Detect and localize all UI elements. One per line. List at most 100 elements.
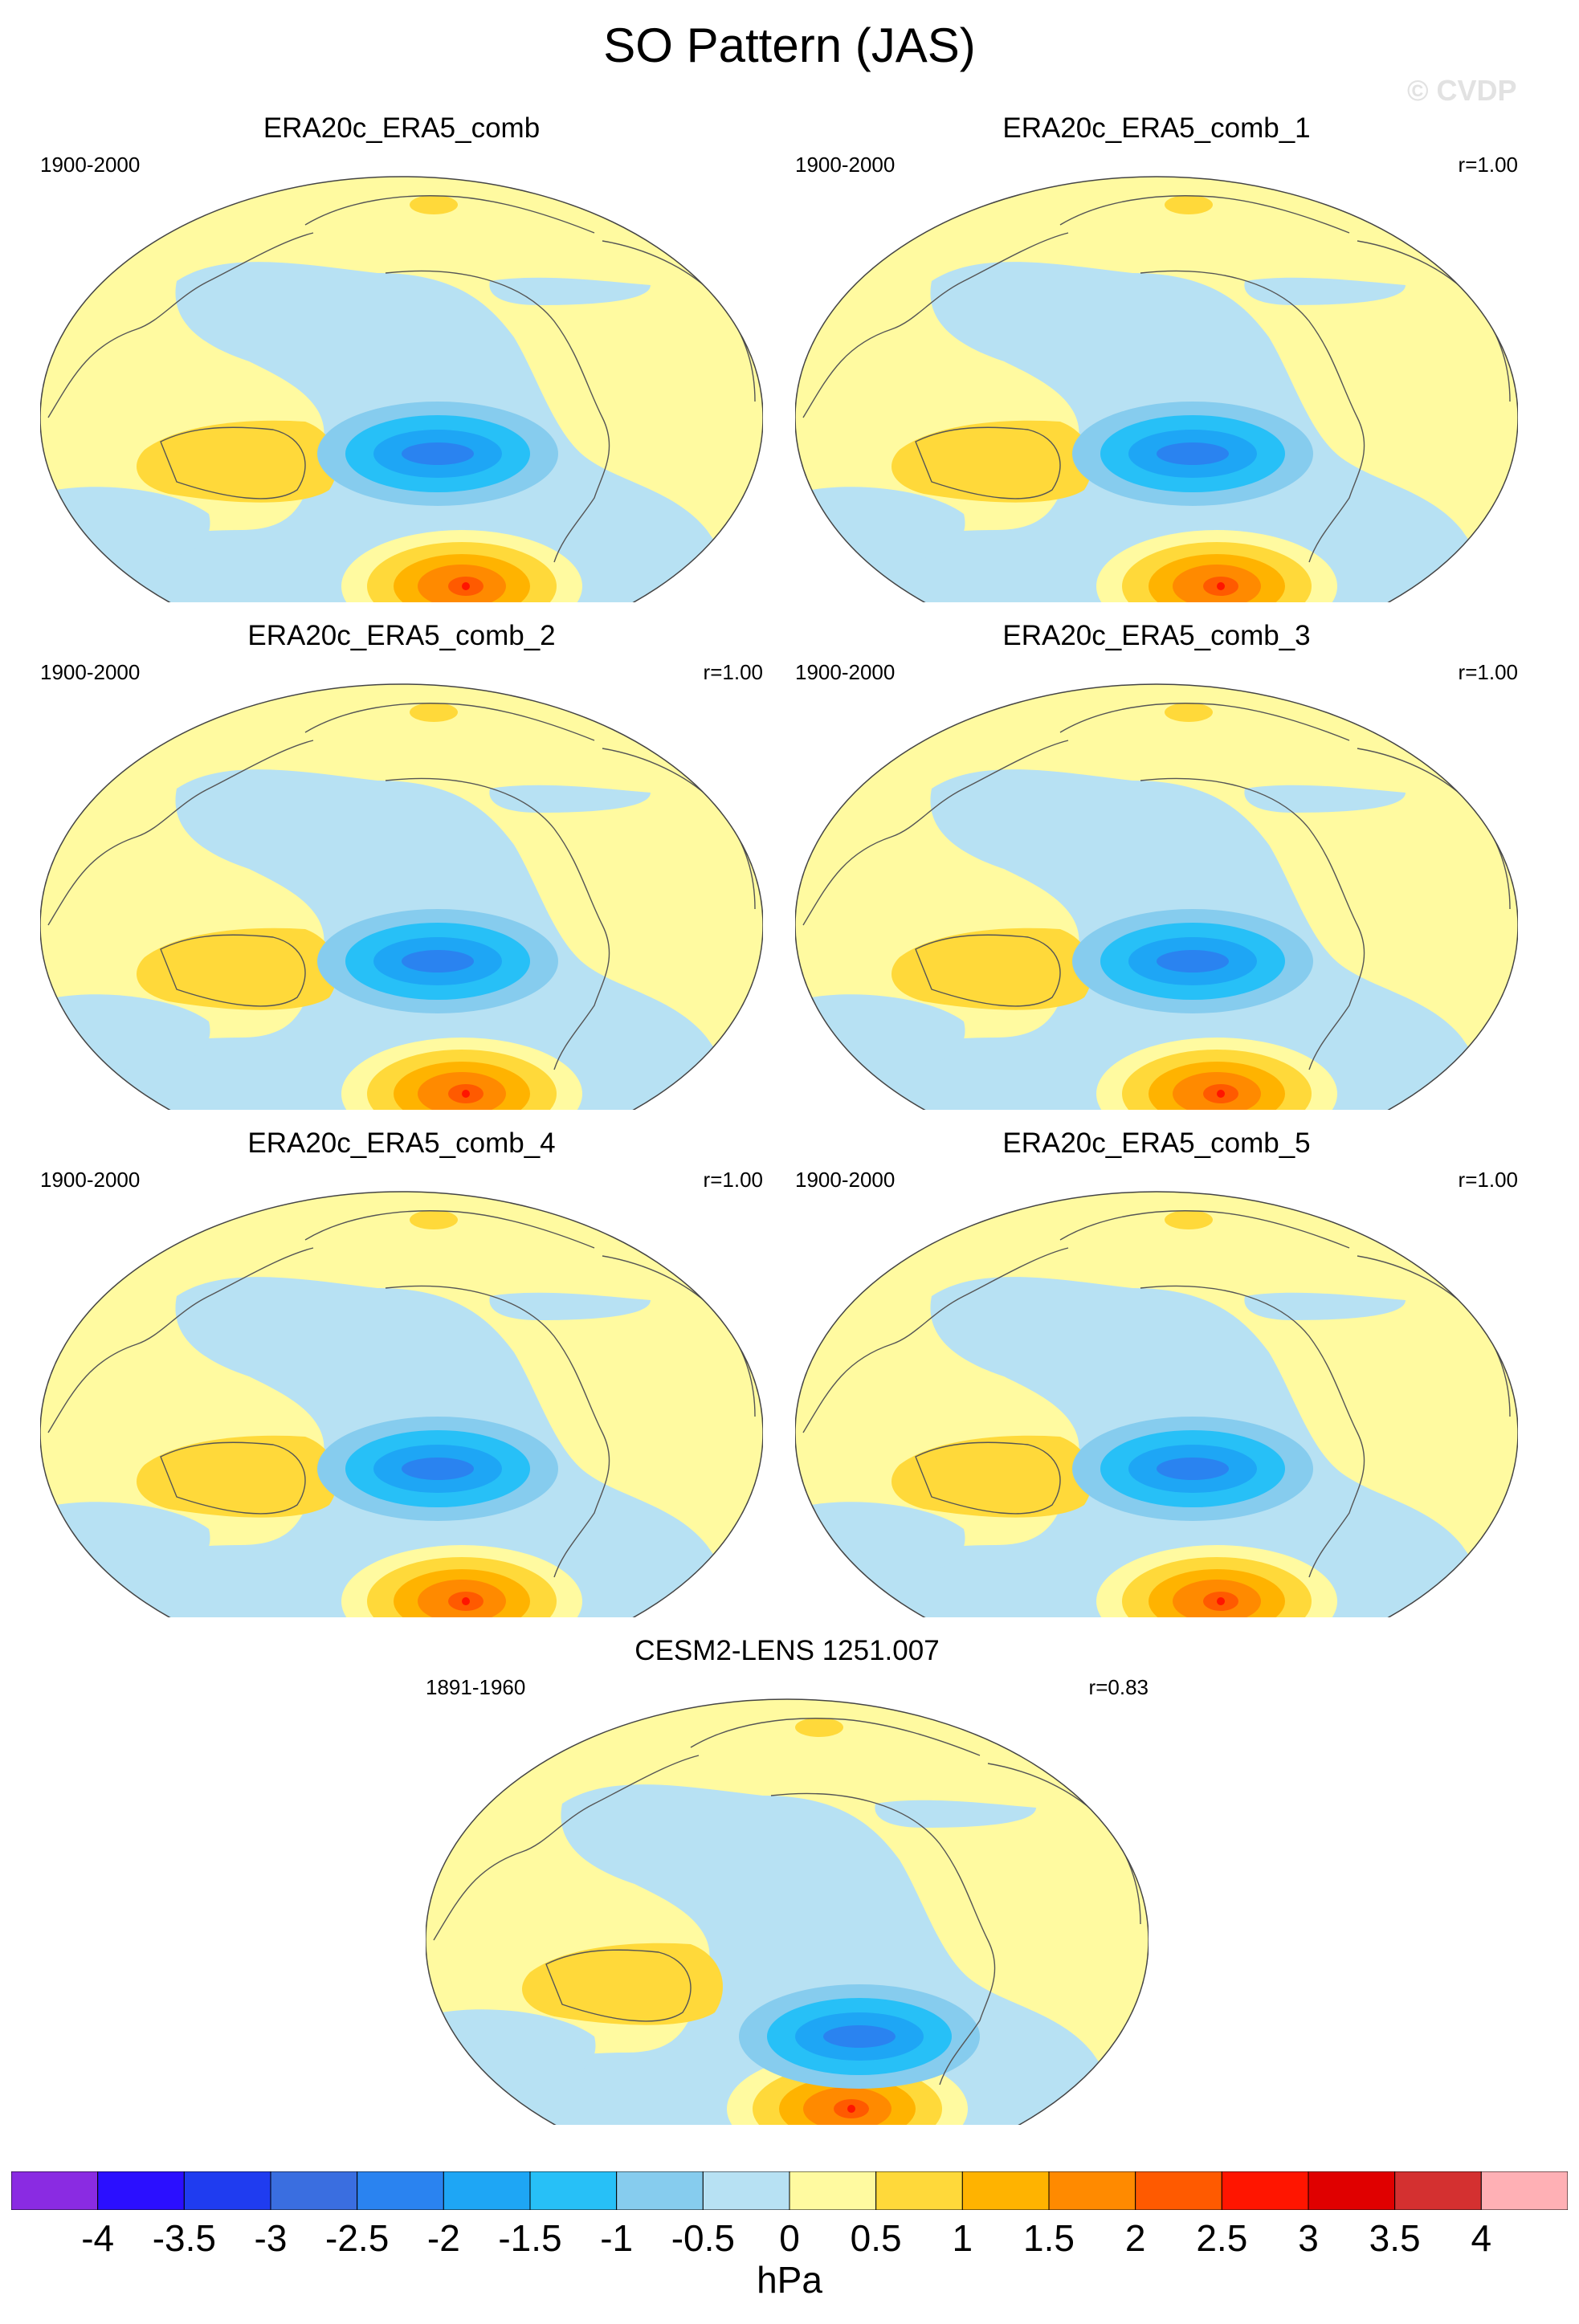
colorbar-swatch <box>1308 2171 1396 2210</box>
positive-anomaly-south-max <box>847 2105 855 2113</box>
coastline-arctic <box>690 1718 981 1756</box>
positive-anomaly-arctic <box>410 195 458 214</box>
positive-anomaly-south-max <box>462 1090 470 1098</box>
panel-period: 1900-2000 <box>40 153 141 177</box>
globe-outline <box>795 176 1518 602</box>
coastline-asia <box>47 740 314 926</box>
colorbar-tick-label: -1 <box>600 2217 634 2259</box>
colorbar-swatch <box>97 2171 185 2210</box>
colorbar-swatch <box>1394 2171 1482 2210</box>
panel-correlation: r=1.00 <box>1458 1168 1518 1192</box>
colorbar-tick-label: 1 <box>952 2217 973 2259</box>
colorbar-swatch <box>1135 2171 1222 2210</box>
colorbar-swatch <box>1480 2171 1568 2210</box>
coastline-asia <box>802 232 1069 418</box>
negative-anomaly-indian-ocean <box>811 487 965 562</box>
coastline-australia <box>545 1949 692 2022</box>
colorbar-swatch <box>443 2171 531 2210</box>
colorbar-swatch <box>11 2171 99 2210</box>
panel-title: ERA20c_ERA5_comb_2 <box>247 620 556 651</box>
positive-anomaly-australia <box>137 928 337 1010</box>
colorbar-tick-label: -2 <box>426 2217 460 2259</box>
coastline-arctic <box>304 703 595 741</box>
colorbar-tick-label: 2.5 <box>1196 2217 1248 2259</box>
map-panel: ERA20c_ERA5_comb_3 1900-2000 r=1.00 <box>795 620 1518 1110</box>
colorbar-tick-label: -4 <box>81 2217 115 2259</box>
positive-anomaly-australia <box>892 1435 1092 1518</box>
slp-pattern-map <box>795 1191 1518 1617</box>
positive-anomaly-arctic <box>1165 703 1213 722</box>
coastline-asia <box>47 232 314 418</box>
coastline-asia <box>802 1247 1069 1433</box>
panel-period: 1900-2000 <box>795 1168 896 1192</box>
negative-anomaly-indian-ocean <box>56 487 210 562</box>
colorbar-tick-label: 4 <box>1471 2217 1492 2259</box>
negative-anomaly-indian-ocean <box>56 994 210 1070</box>
positive-anomaly-south-max <box>462 582 470 590</box>
coastline-arctic <box>1059 195 1350 234</box>
coastline-asia <box>47 1247 314 1433</box>
coastline-arctic <box>1059 703 1350 741</box>
slp-pattern-map <box>40 176 763 602</box>
positive-anomaly-south-max <box>1217 1090 1225 1098</box>
positive-anomaly-australia <box>892 420 1092 503</box>
coastline-americas <box>1140 777 1365 1070</box>
negative-anomaly-center-2 <box>1157 1458 1229 1480</box>
slp-pattern-map <box>40 683 763 1110</box>
globe-outline <box>795 1191 1518 1617</box>
positive-anomaly-south-max <box>1217 1597 1225 1605</box>
colorbar-swatch <box>529 2171 618 2210</box>
colorbar-swatch <box>789 2171 877 2210</box>
positive-anomaly-arctic <box>410 1210 458 1229</box>
map-panel: ERA20c_ERA5_comb_2 1900-2000 r=1.00 <box>40 620 763 1110</box>
globe-outline <box>40 176 763 602</box>
coastline-americas <box>1140 1285 1365 1578</box>
negative-anomaly-center-2 <box>402 950 474 972</box>
positive-anomaly-arctic <box>410 703 458 722</box>
slp-pattern-map <box>40 1191 763 1617</box>
panel-title: ERA20c_ERA5_comb_1 <box>1002 112 1311 144</box>
coastline-australia <box>160 1441 306 1515</box>
map-panel: ERA20c_ERA5_comb_5 1900-2000 r=1.00 <box>795 1127 1518 1617</box>
colorbar-swatch <box>961 2171 1050 2210</box>
negative-anomaly-center-2 <box>1157 950 1229 972</box>
negative-anomaly-center-2 <box>1157 442 1229 465</box>
colorbar-swatch <box>875 2171 963 2210</box>
coastline-australia <box>160 934 306 1007</box>
panel-correlation: r=1.00 <box>703 660 763 684</box>
positive-anomaly-australia <box>137 420 337 503</box>
colorbar-swatch <box>702 2171 790 2210</box>
coastline-asia <box>802 740 1069 926</box>
coastline-australia <box>915 934 1061 1007</box>
positive-anomaly-south-max <box>462 1597 470 1605</box>
colorbar-tick-label: -3.5 <box>152 2217 216 2259</box>
negative-anomaly-indian-ocean <box>811 1502 965 1577</box>
positive-anomaly-australia <box>137 1435 337 1518</box>
colorbar-swatch <box>183 2171 271 2210</box>
coastline-arctic <box>1059 1210 1350 1249</box>
colorbar-swatch <box>616 2171 704 2210</box>
map-panel: ERA20c_ERA5_comb_1 1900-2000 r=1.00 <box>795 112 1518 602</box>
panel-correlation: r=1.00 <box>703 1168 763 1192</box>
panel-title: CESM2-LENS 1251.007 <box>634 1635 940 1666</box>
globe-outline <box>40 1191 763 1617</box>
globe-outline <box>426 1698 1149 2125</box>
negative-anomaly-indian-ocean <box>811 994 965 1070</box>
panel-title: ERA20c_ERA5_comb_4 <box>247 1127 556 1159</box>
panel-period: 1900-2000 <box>795 153 896 177</box>
colorbar-tick-label: -2.5 <box>325 2217 390 2259</box>
coastline-americas <box>770 1792 996 2085</box>
slp-pattern-map <box>795 683 1518 1110</box>
coastline-arctic <box>304 1210 595 1249</box>
positive-anomaly-arctic <box>1165 1210 1213 1229</box>
colorbar-tick-label: 3 <box>1298 2217 1319 2259</box>
colorbar-swatch <box>357 2171 444 2210</box>
figure-title: SO Pattern (JAS) <box>603 18 976 72</box>
coastline-americas <box>385 1285 610 1578</box>
coastline-australia <box>915 1441 1061 1515</box>
colorbar-tick-label: 1.5 <box>1023 2217 1075 2259</box>
map-panel: CESM2-LENS 1251.007 1891-1960 r=0.83 <box>426 1635 1149 2125</box>
positive-anomaly-arctic <box>795 1718 843 1737</box>
panel-period: 1900-2000 <box>795 660 896 684</box>
negative-anomaly-center-2 <box>402 1458 474 1480</box>
